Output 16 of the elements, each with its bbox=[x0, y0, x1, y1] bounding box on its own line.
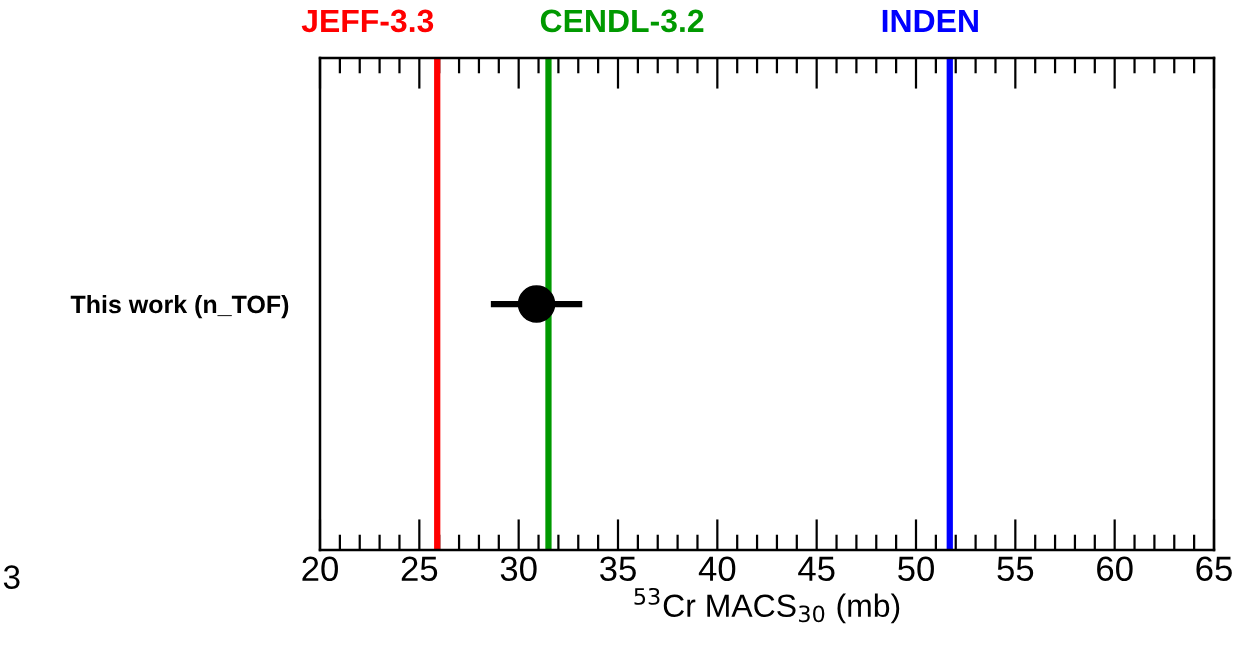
x-tick-label: 30 bbox=[500, 556, 537, 582]
x-tick-label: 20 bbox=[302, 556, 338, 582]
x-tick-label: 50 bbox=[898, 556, 934, 582]
x-tick-label: 60 bbox=[1097, 556, 1133, 582]
y-tick-label: This work (n_TOF) bbox=[70, 294, 289, 319]
ref-line-label: JEFF-3.3 bbox=[301, 9, 434, 33]
x-tick-label: 55 bbox=[997, 556, 1034, 582]
ref-line-label: CENDL-3.2 bbox=[540, 9, 704, 33]
x-tick-label: 25 bbox=[401, 556, 438, 582]
x-axis-title: $^{53}$Cr MACS$_{30}$ (mb) bbox=[634, 587, 900, 624]
x-tick-label: 35 bbox=[600, 556, 636, 582]
x-tick-label: 65 bbox=[1196, 556, 1232, 582]
text: 3 bbox=[3, 565, 20, 589]
x-tick-label: 45 bbox=[798, 556, 835, 582]
x-tick-label: 40 bbox=[698, 556, 736, 582]
ref-line-label: INDEN bbox=[882, 9, 978, 32]
